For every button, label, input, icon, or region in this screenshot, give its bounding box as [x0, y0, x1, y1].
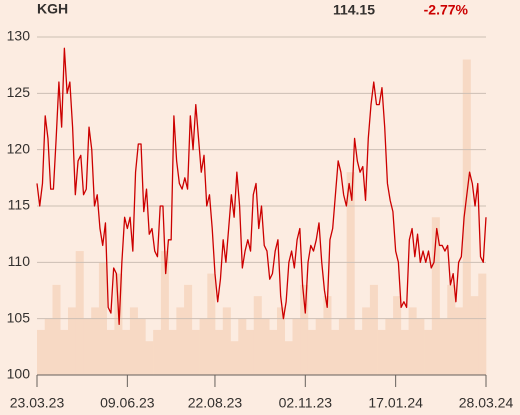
volume-bar [338, 318, 347, 375]
volume-bar [168, 329, 177, 375]
volume-bar [408, 307, 417, 375]
y-tick-label: 110 [8, 253, 31, 269]
x-tick-label: 09.06.23 [100, 395, 155, 411]
ticker: KGH [37, 1, 68, 17]
x-tick-label: 02.11.23 [279, 395, 333, 411]
volume-bar [292, 318, 301, 375]
y-tick-label: 115 [8, 197, 31, 213]
volume-bar [269, 329, 278, 375]
x-tick-label: 23.03.23 [10, 395, 65, 411]
volume-bar [91, 307, 100, 375]
volume-bar [431, 217, 440, 375]
x-tick-label: 22.08.23 [188, 395, 243, 411]
volume-bar [52, 284, 61, 375]
volume-bar [315, 318, 324, 375]
y-tick-label: 125 [7, 84, 31, 100]
volume-bar [184, 284, 193, 375]
volume-bar [114, 273, 123, 375]
volume-bar [122, 329, 131, 375]
volume-bar [83, 318, 92, 375]
volume-bar [44, 318, 53, 375]
y-tick-label: 130 [7, 28, 31, 44]
volume-bar [470, 296, 479, 375]
volume-bar [207, 273, 216, 375]
volume-bar [331, 329, 340, 375]
volume-bar [176, 307, 185, 375]
change: -2.77% [424, 2, 469, 18]
volume-bar [191, 329, 200, 375]
x-tick-label: 17.01.24 [368, 395, 423, 411]
volume-bar [137, 318, 146, 375]
volume-bar [246, 329, 255, 375]
volume-bar [455, 307, 464, 375]
volume-bar [106, 329, 115, 375]
volume-bar [307, 329, 316, 375]
volume-bar [261, 318, 270, 375]
volume-bar [145, 341, 154, 375]
volume-bar [253, 296, 262, 375]
volume-bar [393, 296, 402, 375]
volume-bar [222, 307, 231, 375]
volume-bar [447, 284, 456, 375]
volume-bar [75, 251, 84, 375]
price: 114.15 [333, 2, 375, 18]
volume-bar [354, 329, 363, 375]
volume-bar [199, 318, 208, 375]
volume-bar [215, 329, 224, 375]
price-line [36, 47, 487, 325]
x-tick-label: 28.03.24 [459, 395, 514, 411]
volume-bar [362, 307, 371, 375]
volume-bar [416, 318, 425, 375]
volume-bar [323, 296, 332, 375]
volume-bar [276, 307, 286, 375]
volume-bar [37, 329, 46, 375]
volume-bar [462, 59, 471, 376]
volume-bar [369, 284, 378, 375]
volume-bar [60, 329, 69, 375]
volume-bar [385, 318, 394, 375]
volume-bar [153, 329, 162, 375]
volume-bar [439, 318, 448, 375]
volume-bar [478, 273, 487, 375]
volume-bar [377, 329, 386, 375]
volume-bar [284, 341, 293, 375]
volume-bar [238, 318, 247, 375]
y-tick-label: 120 [7, 140, 31, 156]
y-tick-label: 105 [7, 309, 31, 325]
volume-bar [300, 284, 309, 375]
volume-bar [230, 341, 239, 375]
volume-bar [424, 329, 433, 375]
volume-bar [129, 307, 138, 375]
y-tick-label: 100 [7, 366, 31, 382]
volume-bar [346, 172, 355, 375]
volume-bar [160, 251, 169, 375]
volume-bar [400, 329, 409, 375]
volume-bar [67, 307, 77, 375]
